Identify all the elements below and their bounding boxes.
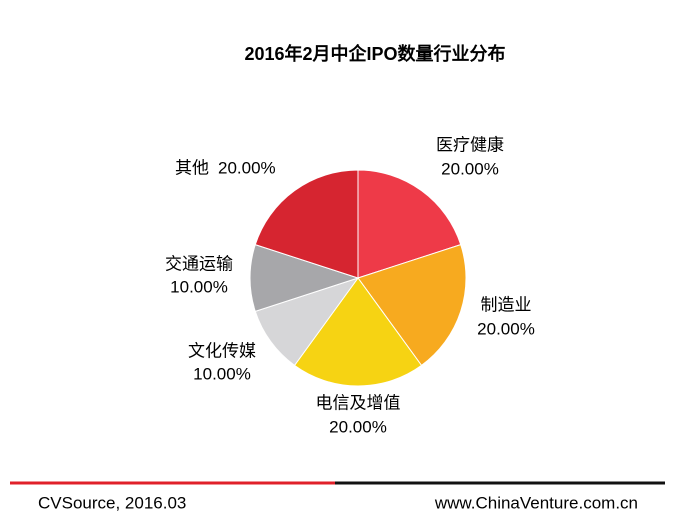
chart-title: 2016年2月中企IPO数量行业分布 bbox=[244, 43, 505, 64]
slice-value-label: 20.00% bbox=[218, 158, 276, 177]
footer-website: www.ChinaVenture.com.cn bbox=[434, 493, 638, 512]
slice-value-label: 10.00% bbox=[193, 364, 251, 383]
slice-label: 交通运输 bbox=[165, 254, 233, 273]
slice-value-label: 10.00% bbox=[170, 277, 228, 296]
pie-slice bbox=[357, 169, 462, 279]
slice-value-label: 20.00% bbox=[329, 417, 387, 436]
pie-slice bbox=[293, 277, 423, 387]
slice-label: 电信及增值 bbox=[316, 393, 401, 412]
footer-source: CVSource, 2016.03 bbox=[38, 493, 186, 512]
slice-label: 制造业 bbox=[481, 295, 532, 314]
slice-label: 文化传媒 bbox=[188, 341, 256, 360]
pie-slice bbox=[357, 243, 467, 367]
slice-label: 医疗健康 bbox=[436, 135, 504, 154]
slice-label: 其他 bbox=[175, 158, 209, 177]
slice-value-label: 20.00% bbox=[477, 319, 535, 338]
slice-value-label: 20.00% bbox=[441, 159, 499, 178]
pie-slice bbox=[254, 169, 359, 279]
